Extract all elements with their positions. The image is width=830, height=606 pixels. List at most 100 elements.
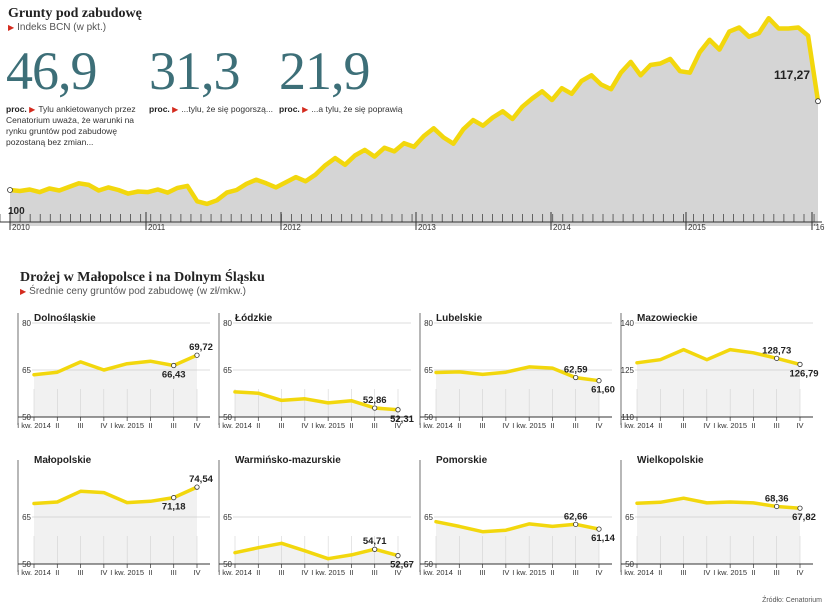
data-label: 66,43 [162, 370, 186, 381]
y-tick-label: 125 [621, 366, 635, 375]
stat-value-1: 46,9 [6, 41, 98, 101]
data-label: 62,66 [564, 511, 588, 522]
x-tick-label: II [550, 421, 554, 430]
x-tick-label: 2010 [12, 223, 30, 232]
x-tick-label: IV [193, 421, 200, 430]
x-tick-label: II [55, 568, 59, 577]
x-tick-label: IV [394, 568, 401, 577]
x-tick-label: I kw. 2015 [512, 568, 546, 577]
region-line [233, 541, 400, 561]
x-tick-label: II [751, 421, 755, 430]
x-tick-label: III [479, 568, 485, 577]
data-point [372, 546, 378, 552]
x-tick-label: II [148, 568, 152, 577]
x-tick-label: III [77, 421, 83, 430]
stat-text-2: ...tylu, że się pogorszą... [181, 104, 273, 114]
triangle-marker-icon: ▶ [8, 23, 15, 32]
source-note: Źródło: Cenatorium [762, 597, 822, 604]
x-tick-label: I kw. 2015 [311, 568, 345, 577]
page-subtitle: ▶ Indeks BCN (w pkt.) [8, 22, 106, 33]
x-tick-label: II [55, 421, 59, 430]
data-point [372, 405, 378, 411]
x-tick-label: IV [301, 421, 308, 430]
x-tick-label: IV [100, 568, 107, 577]
x-tick-label: II [457, 568, 461, 577]
y-tick-label: 140 [621, 319, 635, 328]
region-area [34, 487, 197, 564]
index-line [7, 15, 821, 207]
region-area [34, 355, 197, 417]
region-line [32, 485, 199, 506]
triangle-marker-icon: ▶ [302, 105, 309, 114]
x-tick-label: I kw. 2014 [419, 421, 453, 430]
section-title: Drożej w Małopolsce i na Dolnym Śląsku [20, 270, 265, 285]
stat-block-2: 31,3 proc. ▶ ...tylu, że się pogorszą... [149, 44, 279, 115]
stat-text-1: Tylu ankietowanych przez Cenatorium uważ… [6, 104, 136, 147]
region-title: Mazowieckie [637, 313, 698, 324]
x-tick-label: I kw. 2014 [620, 421, 654, 430]
x-tick-label: I kw. 2014 [419, 568, 453, 577]
x-tick-label: III [372, 568, 378, 577]
region-line [635, 347, 802, 367]
data-label: 71,18 [162, 502, 186, 513]
y-tick-label: 65 [424, 513, 433, 522]
y-tick-label: 65 [424, 366, 433, 375]
section-subtitle: ▶ Średnie ceny gruntów pod zabudowę (w zł… [20, 286, 246, 297]
stat-desc-2: proc. ▶ ...tylu, że się pogorszą... [149, 104, 279, 115]
data-label: 52,67 [390, 560, 414, 571]
x-tick-label: I kw. 2014 [620, 568, 654, 577]
x-tick-label: I kw. 2015 [713, 421, 747, 430]
region-line [233, 390, 400, 412]
x-tick-label: III [171, 421, 177, 430]
region-title: Łódzkie [235, 313, 273, 324]
x-tick-label: II [457, 421, 461, 430]
x-tick-label: III [680, 421, 686, 430]
data-point [573, 374, 579, 381]
x-tick-label: IV [703, 421, 710, 430]
data-label: 52,86 [363, 395, 387, 406]
region-title: Małopolskie [34, 455, 92, 466]
region-line [434, 365, 601, 383]
region-line [32, 353, 199, 377]
x-tick-label: IV [796, 421, 803, 430]
stat-desc-1: proc. ▶ Tylu ankietowanych przez Cenatori… [6, 104, 136, 148]
y-tick-label: 65 [625, 513, 634, 522]
y-tick-label: 65 [22, 513, 31, 522]
x-tick-label: IV [193, 568, 200, 577]
x-tick-label: I kw. 2015 [713, 568, 747, 577]
x-tick-label: II [349, 568, 353, 577]
data-point [194, 352, 200, 358]
data-point [774, 355, 780, 361]
data-point [171, 362, 177, 369]
triangle-marker-icon: ▶ [20, 287, 27, 296]
data-label: 61,60 [591, 385, 615, 396]
page-title: Grunty pod zabudowę [8, 6, 142, 21]
region-area [436, 521, 599, 564]
x-tick-label: I kw. 2014 [218, 421, 252, 430]
x-tick-label: I kw. 2015 [110, 421, 144, 430]
data-point [573, 521, 579, 527]
data-point [395, 553, 401, 559]
data-label: 67,82 [792, 512, 816, 523]
data-label: 61,14 [591, 533, 615, 544]
data-point [171, 495, 177, 501]
triangle-marker-icon: ▶ [172, 105, 179, 114]
x-tick-label: III [774, 568, 780, 577]
x-tick-label: I kw. 2014 [17, 421, 51, 430]
stat-unit-3: proc. [279, 104, 300, 114]
stat-unit-1: proc. [6, 104, 27, 114]
stat-desc-3: proc. ▶ ...a tylu, że się poprawią [279, 104, 419, 115]
section-subtitle-text: Średnie ceny gruntów pod zabudowę (w zł/… [29, 286, 246, 297]
baseline-label: 100 [8, 206, 25, 217]
stat-unit-2: proc. [149, 104, 170, 114]
x-tick-label: III [774, 421, 780, 430]
y-tick-label: 65 [223, 366, 232, 375]
data-label: 54,71 [363, 536, 387, 547]
x-tick-label: IV [502, 421, 509, 430]
x-tick-label: II [349, 421, 353, 430]
